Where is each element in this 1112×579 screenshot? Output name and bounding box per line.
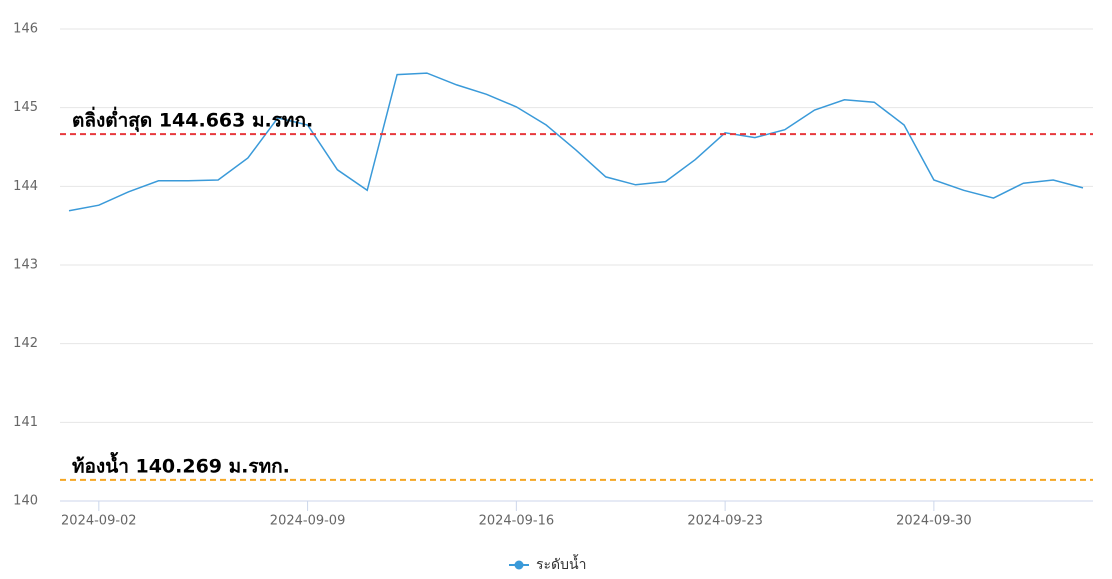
x-tick-label: 2024-09-09	[270, 514, 346, 529]
y-tick-label: 144	[13, 179, 38, 194]
y-tick-label: 140	[13, 494, 38, 509]
x-tick-label: 2024-09-16	[479, 514, 555, 529]
reference-label: ท้องน้ำ 140.269 ม.รทก.	[72, 451, 290, 477]
y-tick-label: 141	[13, 415, 38, 430]
y-tick-label: 145	[13, 100, 38, 115]
legend-label: ระดับน้ำ	[536, 554, 586, 573]
y-tick-label: 146	[13, 22, 38, 37]
legend-marker	[514, 560, 524, 570]
x-tick-label: 2024-09-02	[61, 514, 137, 529]
data-line	[68, 72, 1084, 212]
reference-label: ตลิ่งต่ำสุด 144.663 ม.รทก.	[72, 107, 313, 133]
legend: ระดับน้ำ	[509, 554, 586, 573]
y-tick-label: 142	[13, 336, 38, 351]
y-tick-label: 143	[13, 258, 38, 273]
x-tick-label: 2024-09-30	[896, 514, 972, 529]
x-tick-label: 2024-09-23	[687, 514, 763, 529]
